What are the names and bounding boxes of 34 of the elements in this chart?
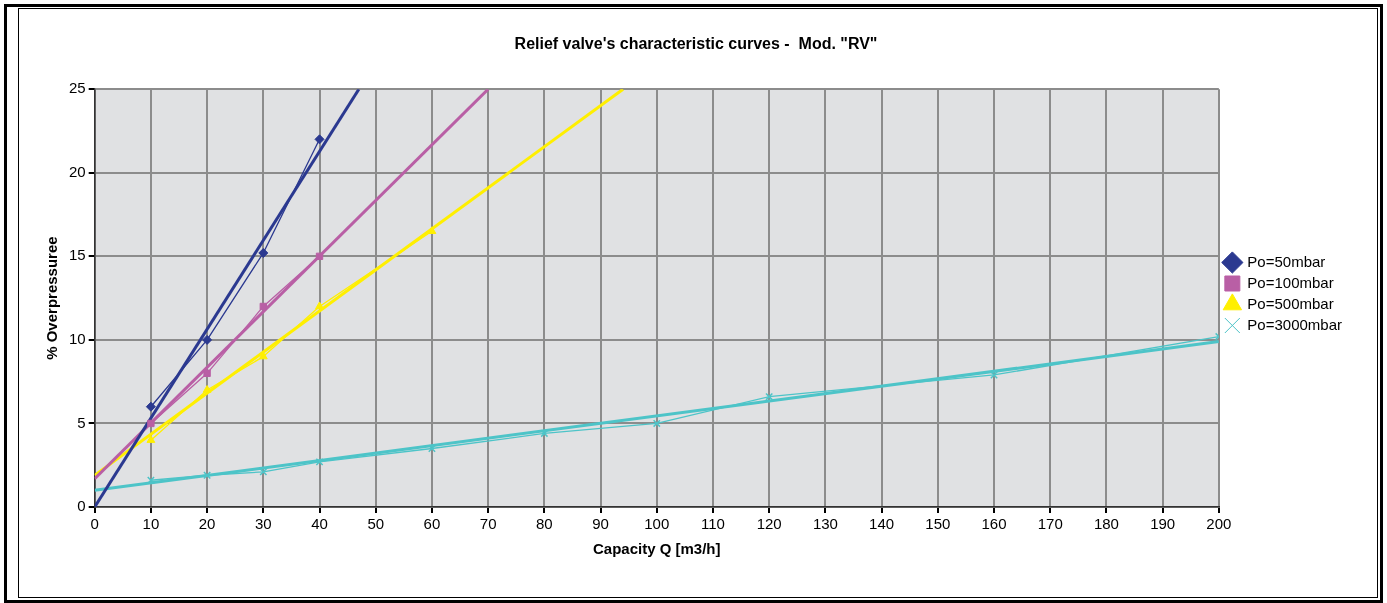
x-tick-label: 70: [479, 515, 497, 533]
y-tick-label: 25: [69, 79, 86, 97]
x-axis-title: Capacity Q [m3/h]: [593, 540, 721, 558]
x-tick-label: 170: [1037, 515, 1063, 533]
y-tick-label: 20: [69, 162, 86, 180]
y-tick-label: 0: [77, 497, 86, 515]
x-tick-label: 150: [925, 515, 951, 533]
legend-label: Po=50mbar: [1247, 252, 1326, 270]
x-tick-label: 180: [1093, 515, 1119, 533]
y-tick-label: 15: [69, 246, 86, 264]
x-tick-label: 160: [981, 515, 1007, 533]
x-tick-label: 50: [367, 515, 385, 533]
legend-label: Po=100mbar: [1247, 273, 1334, 291]
x-tick-label: 110: [701, 515, 725, 533]
x-tick-label: 60: [423, 515, 441, 533]
x-tick-label: 80: [536, 515, 553, 533]
legend-label: Po=500mbar: [1247, 294, 1334, 312]
x-tick-label: 130: [812, 515, 838, 533]
chart-title: Relief valve's characteristic curves - Mod. "RV": [514, 35, 878, 53]
x-tick-label: 30: [254, 515, 272, 533]
x-tick-label: 0: [90, 515, 99, 533]
y-axis-title: % Overpressuree: [43, 236, 61, 360]
x-tick-label: 200: [1206, 515, 1232, 533]
x-tick-label: 140: [869, 515, 895, 533]
y-tick-label: 5: [77, 413, 86, 431]
x-tick-label: 20: [198, 515, 216, 533]
x-tick-label: 120: [756, 515, 782, 533]
y-tick-label: 10: [69, 330, 86, 348]
x-tick-label: 100: [644, 515, 670, 533]
x-tick-label: 90: [592, 515, 609, 533]
x-tick-label: 40: [311, 515, 328, 533]
x-tick-label: 190: [1150, 515, 1176, 533]
legend-label: Po=3000mbar: [1247, 315, 1343, 333]
x-tick-label: 10: [142, 515, 160, 533]
